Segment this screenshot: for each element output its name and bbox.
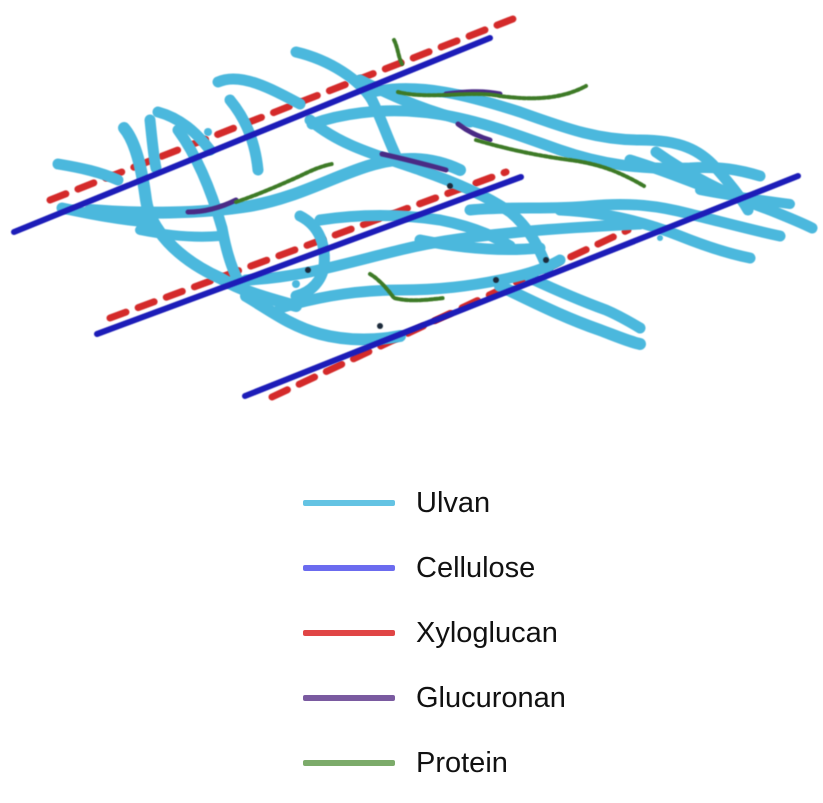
ulvan-strand	[414, 234, 546, 256]
legend-label: Ulvan	[416, 487, 491, 519]
ulvan-strand	[290, 210, 330, 302]
protein-strand	[234, 162, 334, 204]
ulvan-strand	[172, 124, 246, 290]
ulvan-strand	[212, 73, 306, 110]
xyloglucan-strand	[46, 13, 522, 204]
legend-item-protein: Protein	[303, 738, 703, 803]
glucuronan-strand	[455, 121, 493, 143]
glucuronan-strand	[379, 151, 449, 173]
protein-strand	[396, 84, 588, 101]
cellulose-microfibril	[11, 35, 493, 235]
legend-item-xyloglucan: Xyloglucan	[303, 608, 703, 673]
ulvan-strand	[240, 290, 406, 346]
crosslink-dot	[377, 323, 383, 329]
crosslink-dot	[493, 277, 499, 283]
crosslink-dot	[305, 267, 311, 273]
crosslink-dot	[292, 280, 300, 288]
protein-strands	[234, 38, 646, 303]
cellulose-swatch	[303, 565, 395, 571]
ulvan-strand	[290, 46, 404, 166]
ulvan-strand	[650, 146, 818, 234]
legend-label: Glucuronan	[416, 682, 566, 714]
ulvan-strand	[524, 272, 646, 334]
crosslink-dot	[657, 235, 663, 241]
protein-strand	[392, 38, 404, 66]
xyloglucan-swatch	[303, 630, 395, 636]
ulvan-strand	[144, 114, 162, 174]
crosslink-dot	[551, 225, 557, 231]
legend-item-glucuronan: Glucuronan	[303, 673, 703, 738]
crosslink-dot	[543, 257, 549, 263]
ulvan-swatch	[303, 500, 395, 506]
cellulose-microfibril	[242, 173, 801, 399]
protein-swatch	[303, 760, 395, 766]
crosslink-dots	[56, 128, 663, 329]
cell-wall-diagram	[11, 13, 818, 401]
ulvan-strand	[494, 280, 646, 350]
ulvan-strand	[554, 204, 756, 264]
ulvan-strand	[152, 106, 216, 156]
legend-label: Xyloglucan	[416, 617, 558, 649]
legend-item-cellulose: Cellulose	[303, 543, 703, 608]
legend-label: Cellulose	[416, 552, 536, 584]
crosslink-dot	[447, 183, 453, 189]
cellulose-microfibril	[94, 174, 524, 337]
ulvan-strand	[52, 158, 124, 186]
legend-item-ulvan: Ulvan	[303, 478, 703, 543]
crosslink-dot	[56, 160, 64, 168]
xyloglucan-strand	[106, 168, 510, 322]
glucuronan-swatch	[303, 695, 395, 701]
ulvan-strand	[306, 105, 766, 182]
protein-strand	[474, 138, 646, 188]
ulvan-strand	[314, 210, 516, 252]
crosslink-dot	[204, 128, 212, 136]
protein-strand	[368, 272, 446, 303]
cellulose-microfibrils	[11, 35, 801, 399]
legend: Ulvan Cellulose Xyloglucan Glucuronan Pr…	[303, 478, 703, 803]
legend-label: Protein	[416, 747, 508, 779]
glucuronan-strand	[185, 197, 239, 215]
ulvan-strand	[135, 225, 225, 242]
ulvan-strand	[464, 198, 786, 242]
